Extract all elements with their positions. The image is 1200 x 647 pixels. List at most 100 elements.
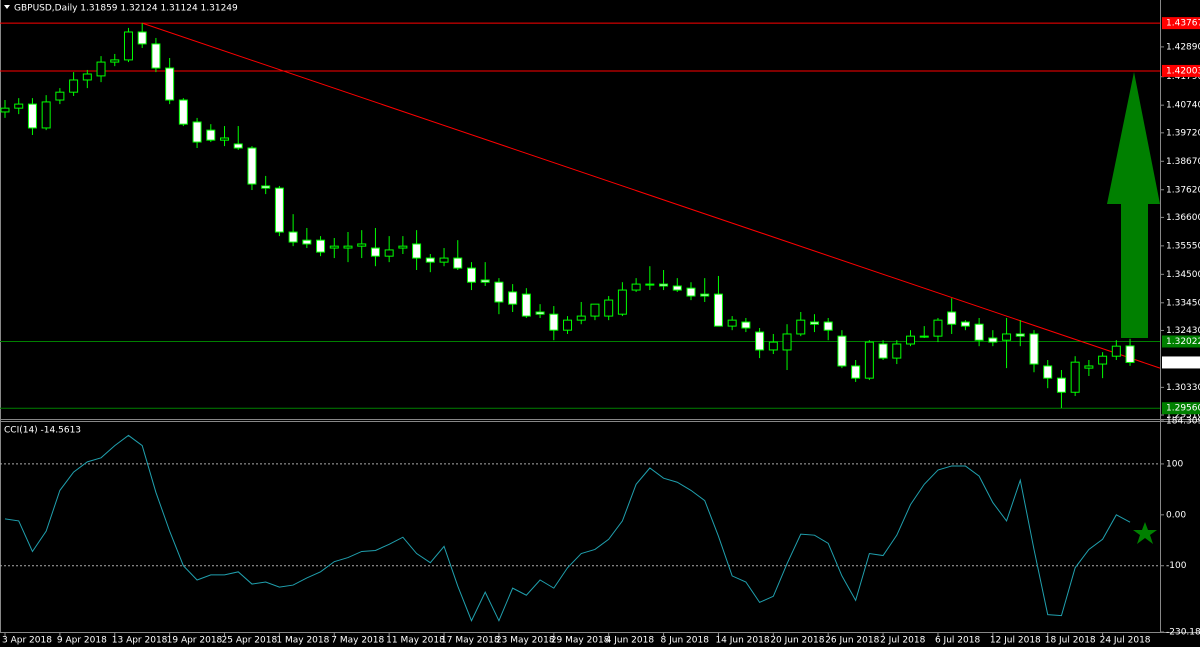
chart-title: GBPUSD,Daily 1.31859 1.32124 1.31124 1.3… <box>14 4 238 14</box>
y-tick-label: 1.41790 <box>1166 72 1200 82</box>
candle-body <box>892 343 902 359</box>
candle-body <box>14 103 24 109</box>
candle-body <box>192 121 202 143</box>
candle-body <box>508 291 518 305</box>
y-tick-label: 1.29310 <box>1166 411 1200 421</box>
candle-body <box>137 31 147 45</box>
candle-body <box>165 67 175 101</box>
candle-body <box>0 107 10 113</box>
y-tick-label: 1.37620 <box>1166 185 1200 195</box>
y-tick-label: 1.30330 <box>1166 383 1200 393</box>
candle-body <box>398 245 408 249</box>
y-tick-label: 1.35550 <box>1166 241 1200 251</box>
candle-body <box>713 293 723 327</box>
candle-body <box>700 293 710 297</box>
candle-body <box>1029 333 1039 365</box>
candle-body <box>412 243 422 259</box>
candle-body <box>809 321 819 325</box>
candle-body <box>439 257 449 263</box>
candle-body <box>1098 355 1108 365</box>
y-tick-label: 1.39720 <box>1166 128 1200 138</box>
x-tick-label: 14 Jun 2018 <box>715 636 769 646</box>
y-tick-label: 1.33450 <box>1166 298 1200 308</box>
candle-body <box>370 247 380 257</box>
candle-body <box>521 293 531 317</box>
x-tick-label: 23 May 2018 <box>496 636 555 646</box>
candle-body <box>919 335 929 338</box>
candle-body <box>549 313 559 331</box>
candle-body <box>823 321 833 331</box>
candle-body <box>151 43 161 69</box>
x-tick-label: 8 Jun 2018 <box>661 636 710 646</box>
y-tick-label: 0.00 <box>1166 510 1186 520</box>
candle-body <box>1043 365 1053 379</box>
candle-body <box>453 257 463 269</box>
candle-body <box>768 341 778 351</box>
x-tick-label: 24 Jul 2018 <box>1100 636 1151 646</box>
candle-body <box>933 319 943 337</box>
candle-body <box>1002 333 1012 341</box>
candle-body <box>425 257 435 263</box>
symbol-menu-icon[interactable] <box>4 5 10 9</box>
candle-body <box>974 323 984 341</box>
candle-body <box>878 343 888 359</box>
x-tick-label: 18 Jul 2018 <box>1045 636 1096 646</box>
indicator-title: CCI(14) -14.5613 <box>4 426 81 436</box>
candle-body <box>220 137 230 141</box>
level-label-box <box>1162 402 1200 415</box>
level-label-box <box>1162 335 1200 348</box>
candle-body <box>1125 345 1135 363</box>
candle-body <box>1070 361 1080 393</box>
x-tick-label: 7 May 2018 <box>331 636 384 646</box>
candle-body <box>261 185 271 189</box>
trend-line <box>142 22 1161 369</box>
candle-body <box>329 245 339 249</box>
candle-body <box>686 287 696 297</box>
candle-body <box>69 79 79 93</box>
level-label: 1.32022 <box>1166 337 1200 347</box>
candle-body <box>563 319 573 331</box>
y-tick-label: 1.36600 <box>1166 213 1200 223</box>
candle-body <box>645 283 655 286</box>
y-tick-label: 1.32430 <box>1166 326 1200 336</box>
candle-body <box>851 365 861 379</box>
candle-body <box>302 239 312 245</box>
x-tick-label: 12 Jul 2018 <box>990 636 1041 646</box>
y-tick-label: -100 <box>1166 561 1187 571</box>
candle-body <box>82 73 92 81</box>
up-arrow <box>1107 72 1160 338</box>
candle-body <box>274 187 284 233</box>
candle-body <box>576 315 586 321</box>
candle-body <box>123 31 133 61</box>
candle-body <box>672 285 682 291</box>
candle-body <box>206 129 216 141</box>
candle-body <box>110 59 120 63</box>
y-tick-label: 184.3092 <box>1166 417 1200 427</box>
candle-body <box>1056 377 1066 393</box>
candle-body <box>659 283 669 287</box>
x-tick-label: 20 Jun 2018 <box>770 636 824 646</box>
star <box>1133 522 1157 544</box>
candle-body <box>1111 345 1121 357</box>
y-tick-label: 100 <box>1166 459 1183 469</box>
candle-body <box>782 333 792 351</box>
candle-body <box>727 319 737 327</box>
y-tick-label: -230.1828 <box>1166 628 1200 638</box>
level-label-box <box>1162 64 1200 77</box>
candle-body <box>27 103 37 129</box>
candle-body <box>1015 333 1025 337</box>
x-tick-label: 3 Apr 2018 <box>2 636 52 646</box>
x-tick-label: 2 Jul 2018 <box>880 636 925 646</box>
x-tick-label: 19 Apr 2018 <box>167 636 223 646</box>
candle-body <box>494 281 504 303</box>
price-label-box <box>1162 356 1200 369</box>
price-label: 1.31249 <box>1166 358 1200 368</box>
candle-body <box>631 283 641 291</box>
candle-body <box>55 91 65 101</box>
candle-body <box>233 143 243 149</box>
candle-body <box>906 335 916 345</box>
level-label: 1.42003 <box>1166 66 1200 76</box>
candle-body <box>947 311 957 325</box>
candle-body <box>796 319 806 335</box>
